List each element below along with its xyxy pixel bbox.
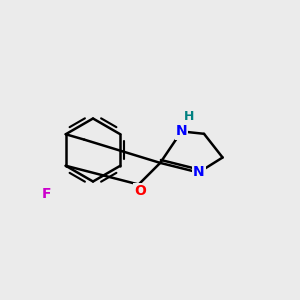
Text: N: N (193, 165, 204, 179)
Text: O: O (134, 184, 146, 198)
Text: N: N (176, 124, 187, 138)
Text: H: H (184, 110, 194, 123)
Text: F: F (42, 187, 51, 200)
